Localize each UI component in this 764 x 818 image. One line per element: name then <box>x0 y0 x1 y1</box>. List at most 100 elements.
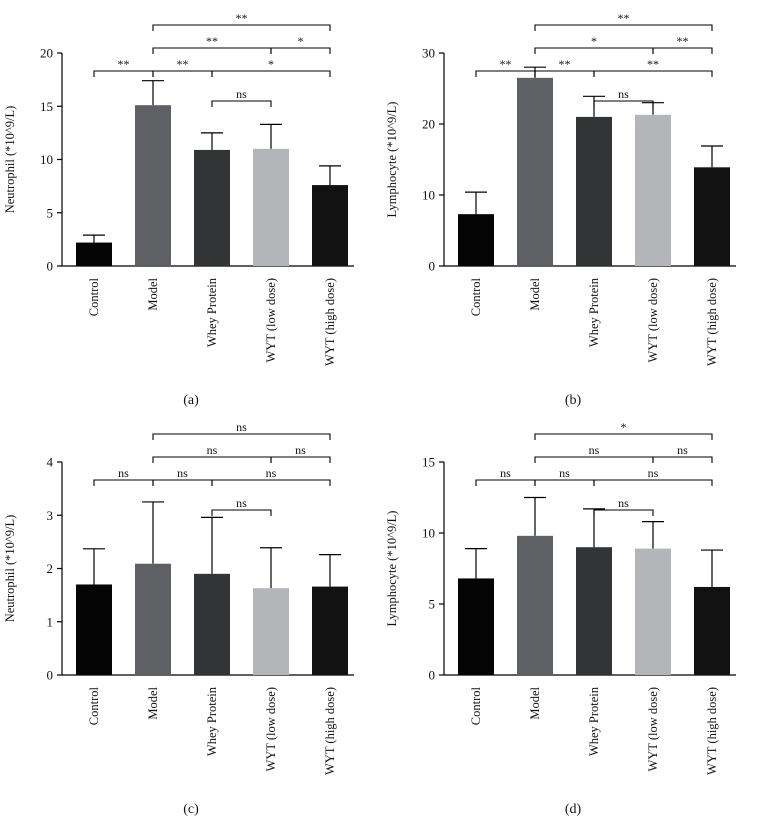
y-tick-label: 0 <box>47 259 54 274</box>
bar-wyt-high-dose <box>694 586 730 675</box>
significance-bracket <box>593 509 654 516</box>
significance-label: ns <box>295 443 306 457</box>
significance-bracket <box>534 456 654 463</box>
category-label: WYT (high dose) <box>705 278 719 366</box>
chart-c-svg: 0 1 2 3 4 Neutrophil (*10^9/L) Control Model Whe… <box>3 420 354 817</box>
significance-bracket <box>475 70 536 77</box>
significance-label: ns <box>177 466 188 480</box>
category-label: Whey Protein <box>205 686 219 756</box>
category-label: Whey Protein <box>205 277 219 347</box>
significance-label: ns <box>500 466 511 480</box>
significance-label: ns <box>618 496 629 510</box>
bar-model <box>135 105 171 266</box>
bar-whey-protein <box>576 547 612 675</box>
y-tick-label: 15 <box>40 99 53 114</box>
y-tick-label: 0 <box>47 668 54 683</box>
category-label: WYT (low dose) <box>264 278 278 362</box>
category-label: WYT (low dose) <box>646 278 660 362</box>
category-label: Model <box>146 686 160 719</box>
y-tick-label: 1 <box>47 614 54 629</box>
bar-control <box>458 214 494 266</box>
y-tick-label: 0 <box>429 259 436 274</box>
category-label: Whey Protein <box>587 686 601 756</box>
significance-label: ns <box>589 443 600 457</box>
chart-d-svg: 0 5 10 15 Lymphocyte (*10^9/L) Control Model Wh… <box>385 420 736 817</box>
significance-bracket <box>152 70 213 77</box>
significance-label: ns <box>559 466 570 480</box>
chart-a-svg: 0 5 10 15 20 Neutrophil (*10^9/L) Control Model… <box>3 11 354 408</box>
significance-bracket <box>593 70 713 77</box>
y-tick-label: 20 <box>40 46 53 61</box>
significance-bracket <box>152 24 331 31</box>
significance-bracket <box>652 456 713 463</box>
chart-panel-b: 0 10 20 30 Lymphocyte (*10^9/L) Control Model W… <box>382 0 764 409</box>
significance-bracket <box>152 433 331 440</box>
bar-wyt-high-dose <box>312 185 348 266</box>
y-tick-label: 2 <box>47 561 54 576</box>
significance-bracket <box>593 100 654 107</box>
category-label: Model <box>528 686 542 719</box>
significance-label: ** <box>559 57 571 71</box>
significance-label: ns <box>648 466 659 480</box>
significance-label: ** <box>500 57 512 71</box>
significance-bracket <box>534 24 713 31</box>
significance-bracket <box>270 47 331 54</box>
significance-bracket <box>211 100 272 107</box>
category-label: WYT (high dose) <box>323 687 337 775</box>
bar-wyt-low-dose <box>253 588 289 675</box>
y-tick-label: 5 <box>47 205 54 220</box>
significance-bracket <box>534 433 713 440</box>
significance-label: * <box>621 420 627 434</box>
chart-panel-c: 0 1 2 3 4 Neutrophil (*10^9/L) Control Model Whe… <box>0 409 382 818</box>
significance-bracket <box>593 479 713 486</box>
significance-label: ** <box>177 57 189 71</box>
category-label: Control <box>87 277 101 316</box>
significance-label: ns <box>236 496 247 510</box>
chart-panel-d: 0 5 10 15 Lymphocyte (*10^9/L) Control Model Wh… <box>382 409 764 818</box>
significance-bracket <box>270 456 331 463</box>
significance-label: ** <box>236 11 248 25</box>
category-label: WYT (low dose) <box>264 687 278 771</box>
bar-whey-protein <box>194 149 230 266</box>
category-label: WYT (low dose) <box>646 687 660 771</box>
panel-caption: (d) <box>565 802 582 817</box>
y-tick-label: 10 <box>422 188 435 203</box>
significance-label: ns <box>677 443 688 457</box>
significance-label: * <box>298 34 304 48</box>
significance-bracket <box>652 47 713 54</box>
significance-label: ** <box>206 34 218 48</box>
bar-model <box>517 535 553 675</box>
chart-b-svg: 0 10 20 30 Lymphocyte (*10^9/L) Control Model W… <box>385 11 736 408</box>
y-tick-label: 0 <box>429 668 436 683</box>
panel-caption: (b) <box>565 393 582 408</box>
significance-bracket <box>152 456 272 463</box>
y-tick-label: 5 <box>429 597 436 612</box>
bar-wyt-low-dose <box>253 148 289 266</box>
category-label: Whey Protein <box>587 277 601 347</box>
bar-control <box>76 242 112 266</box>
y-tick-label: 3 <box>47 508 54 523</box>
significance-label: ns <box>266 466 277 480</box>
significance-bracket <box>93 70 154 77</box>
significance-bracket <box>211 70 331 77</box>
category-label: Control <box>469 277 483 316</box>
significance-label: ** <box>677 34 689 48</box>
significance-bracket <box>211 509 272 516</box>
y-axis-label: Lymphocyte (*10^9/L) <box>385 511 399 627</box>
significance-label: ** <box>118 57 130 71</box>
y-axis-label: Neutrophil (*10^9/L) <box>3 106 17 214</box>
significance-label: * <box>268 57 274 71</box>
bar-whey-protein <box>576 116 612 267</box>
significance-bracket <box>475 479 536 486</box>
significance-label: ns <box>118 466 129 480</box>
category-label: Control <box>469 686 483 725</box>
bar-control <box>76 584 112 675</box>
category-label: Model <box>528 277 542 310</box>
category-label: WYT (high dose) <box>705 687 719 775</box>
panel-caption: (a) <box>183 393 199 408</box>
bar-wyt-low-dose <box>635 114 671 267</box>
bar-whey-protein <box>194 573 230 675</box>
significance-bracket <box>152 479 213 486</box>
y-tick-label: 10 <box>40 152 53 167</box>
significance-bracket <box>93 479 154 486</box>
